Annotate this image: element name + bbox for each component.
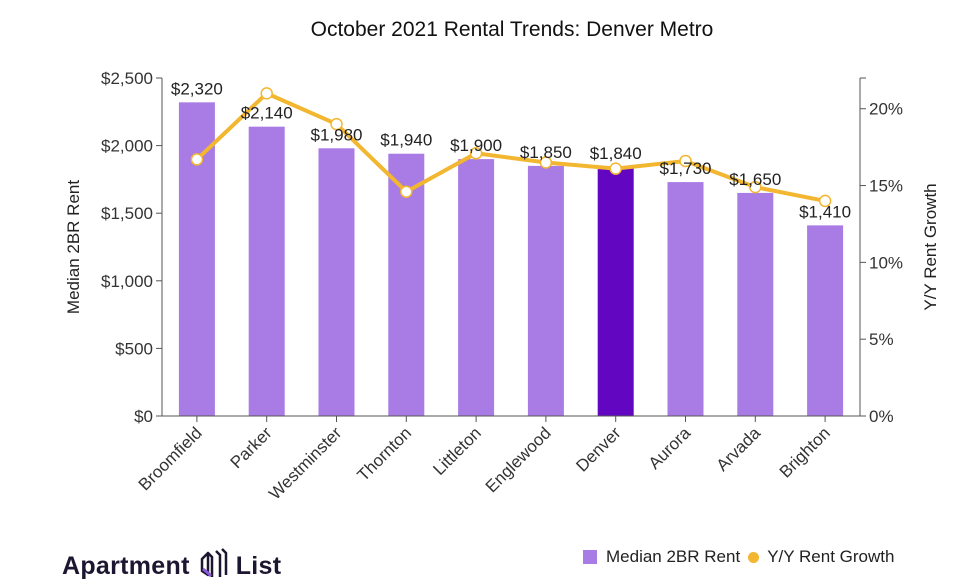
bar-aurora — [667, 182, 704, 416]
growth-point-broomfield — [190, 153, 204, 166]
data-label-westminster: $1,980 — [311, 125, 363, 144]
legend-label-rent: Median 2BR Rent — [606, 547, 741, 566]
logo-text-right: List — [235, 552, 282, 580]
x-tick-label-denver: Denver — [572, 423, 624, 475]
x-tick-label-brighton: Brighton — [776, 423, 834, 481]
y-tick-label-left: $500 — [115, 339, 153, 358]
x-tick-label-aurora: Aurora — [645, 423, 695, 473]
x-tick-label-parker: Parker — [227, 423, 276, 472]
apartment-list-logo-icon — [198, 547, 228, 586]
y-tick-label-left: $2,000 — [101, 137, 153, 156]
bar-littleton — [458, 159, 495, 416]
y-axis-title-left: Median 2BR Rent — [64, 180, 83, 314]
y-tick-label-right: 5% — [869, 330, 894, 349]
data-label-brighton: $1,410 — [799, 202, 851, 221]
bar-denver — [597, 167, 634, 416]
y-tick-label-right: 20% — [869, 100, 903, 119]
growth-point-brighton — [818, 194, 832, 208]
legend: Median 2BR Rent Y/Y Rent Growth — [583, 547, 894, 567]
x-tick-label-thornton: Thornton — [354, 423, 416, 485]
x-tick-label-broomfield: Broomfield — [135, 423, 206, 494]
y-tick-label-left: $1,000 — [101, 272, 153, 291]
data-label-thornton: $1,940 — [380, 131, 432, 150]
growth-point-westminster — [330, 117, 343, 131]
growth-point-englewood — [539, 156, 553, 169]
data-label-parker: $2,140 — [241, 104, 293, 123]
x-tick-label-arvada: Arvada — [713, 423, 765, 475]
x-tick-label-westminster: Westminster — [265, 423, 345, 503]
y-tick-label-right: 0% — [869, 407, 894, 426]
data-label-aurora: $1,730 — [660, 159, 712, 178]
growth-line-layer — [190, 87, 832, 208]
bar-englewood — [527, 165, 564, 416]
growth-point-littleton — [469, 147, 483, 160]
y-tick-label-right: 10% — [869, 253, 903, 272]
x-tick-label-englewood: Englewood — [482, 423, 555, 496]
growth-point-arvada — [749, 180, 762, 194]
growth-point-parker — [260, 87, 273, 100]
legend-label-growth: Y/Y Rent Growth — [767, 547, 895, 566]
y-tick-label-left: $1,500 — [101, 204, 153, 223]
y-tick-label-left: $2,500 — [101, 69, 153, 88]
legend-swatch-growth — [748, 551, 760, 563]
data-label-denver: $1,840 — [590, 144, 642, 163]
x-tick-label-littleton: Littleton — [429, 423, 485, 479]
bar-parker — [248, 126, 285, 416]
bar-westminster — [318, 148, 355, 416]
y-tick-label-right: 15% — [869, 177, 903, 196]
y-axis-title-right: Y/Y Rent Growth — [921, 183, 940, 310]
data-label-broomfield: $2,320 — [171, 79, 223, 98]
y-tick-label-left: $0 — [134, 407, 153, 426]
bar-brighton — [807, 225, 844, 416]
bars-layer — [178, 102, 844, 416]
growth-point-thornton — [400, 185, 413, 198]
growth-point-denver — [609, 162, 622, 175]
bar-arvada — [737, 192, 774, 416]
data-label-arvada: $1,650 — [729, 170, 781, 189]
data-labels-layer: $2,320 $2,140 $1,980 $1,940 $1,900 $1,850 $1,8… — [171, 79, 851, 221]
legend-swatch-rent — [583, 550, 597, 564]
data-label-englewood: $1,850 — [520, 143, 572, 162]
growth-point-aurora — [679, 154, 692, 168]
growth-line — [195, 91, 826, 203]
chart-title: October 2021 Rental Trends: Denver Metro — [310, 18, 714, 41]
data-label-littleton: $1,900 — [450, 136, 502, 155]
logo-text-left: Apartment — [62, 552, 190, 580]
apartment-list-logo: Apartment List — [62, 547, 281, 586]
